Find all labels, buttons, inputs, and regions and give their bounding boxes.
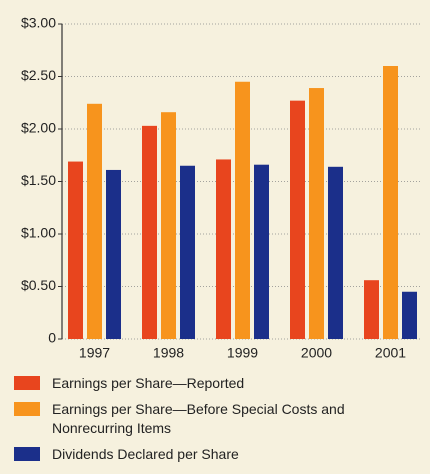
y-tick-label: 0 — [48, 330, 56, 346]
y-tick-label: $0.50 — [21, 277, 56, 293]
bar — [309, 88, 324, 339]
y-tick-label: $2.00 — [21, 120, 56, 136]
bar — [364, 280, 379, 339]
legend-label: Dividends Declared per Share — [52, 446, 239, 462]
legend: Earnings per Share—Reported Earnings per … — [14, 374, 424, 471]
legend-swatch — [14, 376, 40, 390]
legend-label: Earnings per Share—Before Special Costs … — [52, 401, 345, 436]
legend-swatch — [14, 447, 40, 461]
bar — [402, 291, 417, 339]
x-tick-label: 1997 — [79, 345, 110, 361]
bar — [383, 66, 398, 339]
x-tick-label: 1998 — [153, 345, 184, 361]
bar — [180, 165, 195, 339]
legend-item: Dividends Declared per Share — [14, 445, 424, 464]
bar — [68, 161, 83, 339]
x-tick-label: 1999 — [227, 345, 258, 361]
plot: 0 $0.50 $1.00 $1.50 $2.00 $2.50 $3.00 1997 1998 1… — [21, 15, 420, 361]
bar — [216, 159, 231, 339]
bar — [254, 164, 269, 339]
bar — [106, 169, 121, 339]
y-tick-label: $1.00 — [21, 225, 56, 241]
legend-item: Earnings per Share—Before Special Costs … — [14, 400, 424, 438]
bar — [87, 103, 102, 339]
y-tick-label: $3.00 — [21, 15, 56, 31]
x-tick-label: 2000 — [301, 345, 332, 361]
legend-swatch — [14, 402, 40, 416]
y-tick-label: $2.50 — [21, 67, 56, 83]
x-tick-label: 2001 — [375, 345, 406, 361]
bar — [235, 81, 250, 339]
legend-item: Earnings per Share—Reported — [14, 374, 424, 393]
bar — [142, 125, 157, 339]
bar — [161, 112, 176, 339]
legend-label: Earnings per Share—Reported — [52, 375, 245, 391]
bar — [290, 100, 305, 340]
bar — [328, 166, 343, 339]
y-tick-label: $1.50 — [21, 172, 56, 188]
